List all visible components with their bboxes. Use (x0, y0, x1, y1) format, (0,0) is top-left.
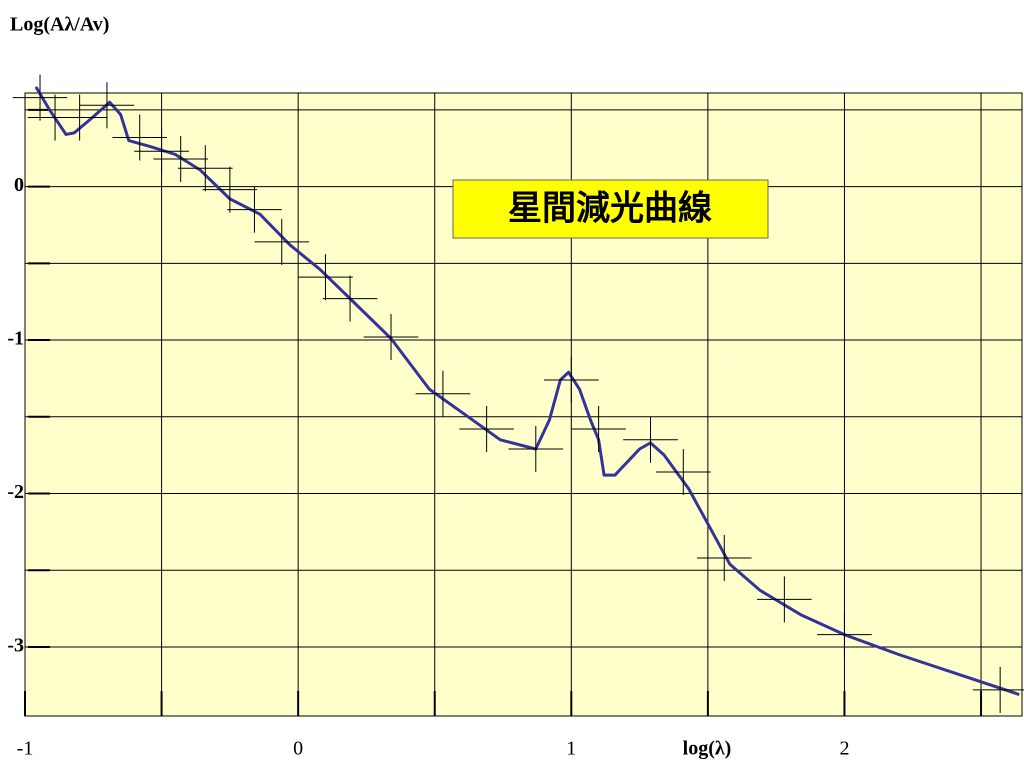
annotation-text: 星間減光曲線 (508, 189, 712, 229)
x-tick-label: 0 (293, 738, 303, 760)
x-tick-label: -1 (17, 738, 34, 760)
x-tick-label: 1 (566, 738, 576, 760)
annotation: 星間減光曲線 (452, 179, 769, 239)
x-tick-label: 2 (839, 738, 849, 760)
y-tick-label: -3 (7, 635, 24, 657)
chart-title: Log(Aλ/Av) (10, 14, 109, 36)
y-tick-label: -2 (7, 481, 24, 503)
y-tick-label: -1 (7, 328, 24, 350)
y-tick-label: 0 (14, 174, 24, 196)
annotation-box (452, 179, 769, 239)
x-axis-label: log(λ) (683, 738, 732, 760)
